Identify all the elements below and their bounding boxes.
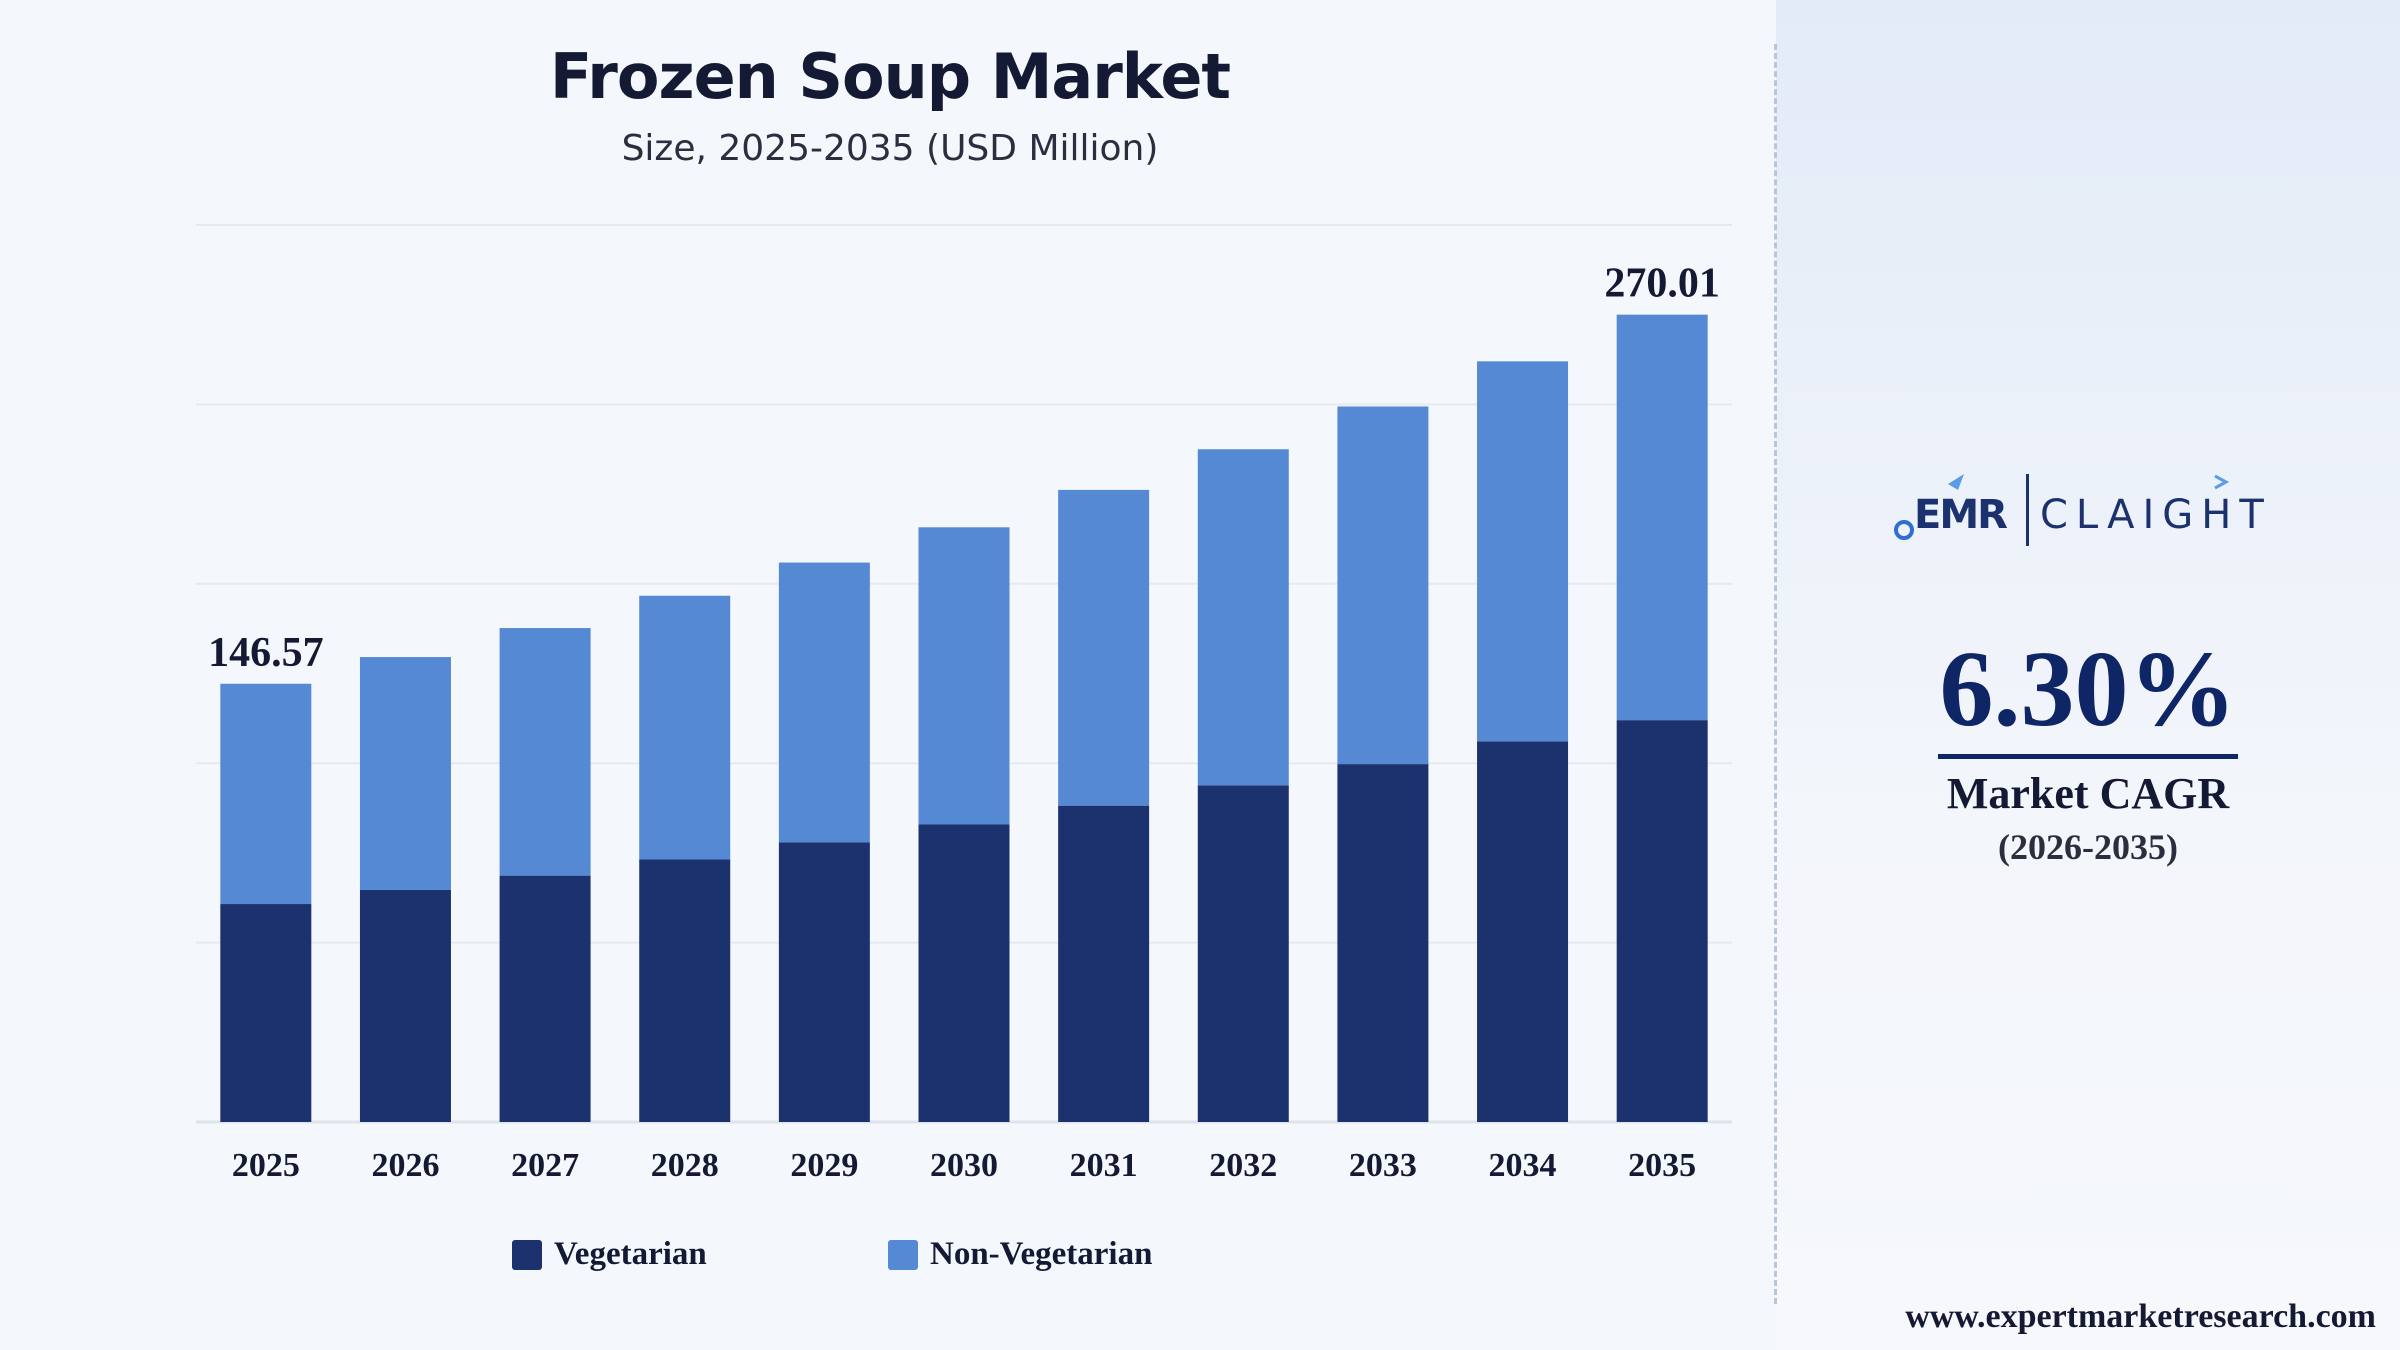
legend-label-vegetarian: Vegetarian <box>554 1236 707 1272</box>
x-tick-label: 2030 <box>930 1147 998 1184</box>
bar-vegetarian-2032 <box>1197 785 1289 1122</box>
bar-non-vegetarian-2034 <box>1477 361 1569 742</box>
logo-text-emr: EMR <box>1914 492 2007 538</box>
bar-non-vegetarian-2028 <box>639 595 731 860</box>
emr-claight-logo: EMR CLAIGHT <box>1894 474 2272 546</box>
panel-divider <box>1774 44 1777 1304</box>
bar-vegetarian-2025 <box>220 904 312 1122</box>
logo-text-claight: CLAIGHT <box>2040 492 2272 538</box>
bar-non-vegetarian-2030 <box>918 527 1010 825</box>
bar-non-vegetarian-2035 <box>1616 314 1708 721</box>
chart-legend: Vegetarian Non-Vegetarian <box>0 1236 1776 1276</box>
x-tick-label: 2028 <box>651 1147 719 1184</box>
data-label: 146.57 <box>208 630 324 676</box>
stacked-bar-chart: 2025 2026 2027 2028 2029 2030 2031 2032 2033 2034… <box>196 224 1732 1184</box>
bar-non-vegetarian-2027 <box>499 628 591 876</box>
x-tick-label: 2034 <box>1489 1147 1557 1184</box>
bar-non-vegetarian-2032 <box>1197 449 1289 786</box>
chart-title: Frozen Soup Market <box>549 40 1231 113</box>
bar-non-vegetarian-2031 <box>1058 489 1150 806</box>
bar-vegetarian-2033 <box>1337 764 1429 1122</box>
bar-vegetarian-2029 <box>778 842 870 1122</box>
bar-vegetarian-2031 <box>1058 805 1150 1122</box>
x-tick-label: 2025 <box>232 1147 300 1184</box>
cagr-label: Market CAGR <box>1946 769 2230 818</box>
x-tick-label: 2026 <box>371 1147 439 1184</box>
legend-item-non-vegetarian: Non-Vegetarian <box>888 1236 1152 1273</box>
x-tick-label: 2032 <box>1209 1147 1277 1184</box>
bar-vegetarian-2035 <box>1616 720 1708 1122</box>
info-panel <box>1776 0 2400 1350</box>
legend-label-non-vegetarian: Non-Vegetarian <box>930 1236 1153 1272</box>
bar-vegetarian-2028 <box>639 859 731 1122</box>
chart-subtitle: Size, 2025-2035 (USD Million) <box>621 128 1159 169</box>
cagr-period: (2026-2035) <box>1998 827 2178 867</box>
bar-non-vegetarian-2025 <box>220 683 312 905</box>
bar-non-vegetarian-2026 <box>359 657 451 890</box>
logo-arrow-icon <box>1948 474 1964 490</box>
logo-separator <box>2026 474 2029 546</box>
logo-chevron-icon <box>2214 474 2230 490</box>
cagr-value: 6.30% <box>1939 630 2237 749</box>
bar-vegetarian-2034 <box>1477 741 1569 1122</box>
cagr-underline <box>1938 754 2238 759</box>
data-label: 270.01 <box>1604 261 1720 307</box>
bar-non-vegetarian-2029 <box>778 562 870 843</box>
x-tick-label: 2029 <box>790 1147 858 1184</box>
x-tick-label: 2031 <box>1070 1147 1138 1184</box>
bar-non-vegetarian-2033 <box>1337 406 1429 765</box>
bar-vegetarian-2030 <box>918 824 1010 1122</box>
legend-swatch-non-vegetarian <box>888 1239 918 1270</box>
x-tick-label: 2027 <box>511 1147 579 1184</box>
website-url: www.expertmarketresearch.com <box>1905 1298 2376 1335</box>
legend-item-vegetarian: Vegetarian <box>512 1236 707 1273</box>
x-tick-label: 2033 <box>1349 1147 1417 1184</box>
bar-vegetarian-2026 <box>359 889 451 1122</box>
legend-swatch-vegetarian <box>512 1239 542 1270</box>
bar-vegetarian-2027 <box>499 875 591 1122</box>
logo-dot-icon <box>1894 520 1914 540</box>
x-tick-label: 2035 <box>1628 1147 1696 1184</box>
